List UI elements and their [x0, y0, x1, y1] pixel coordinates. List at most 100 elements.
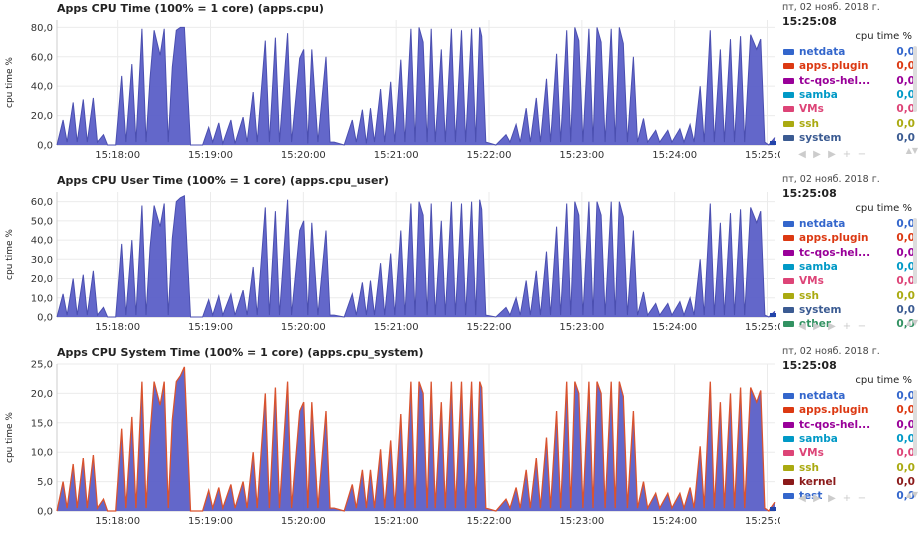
resize-handle-icon[interactable]: ▲▼: [905, 490, 918, 499]
legend-swatch: [783, 278, 794, 285]
legend-date: пт, 02 нояб. 2018 г.: [782, 2, 880, 13]
legend-item[interactable]: ssh 0,0: [783, 116, 915, 130]
legend-units: cpu time %: [855, 31, 912, 42]
legend-item[interactable]: tc-qos-hel... 0,0: [783, 246, 915, 260]
chart-cpu-user[interactable]: 0,0 10,0 20,0 30,0 40,0 50,0 60,0 15:18:00 15:19…: [0, 172, 780, 344]
legend-swatch: [783, 493, 794, 500]
legend-swatch: [783, 49, 794, 56]
legend-value: 0,0: [896, 318, 915, 331]
y-tick-label: 15,0: [31, 418, 53, 429]
legend-item[interactable]: netdata 0,0: [783, 217, 915, 231]
y-tick-label: 60,0: [31, 197, 53, 208]
legend-label: VMs: [799, 447, 824, 460]
pan-right-icon[interactable]: ▶: [828, 149, 836, 160]
legend-item[interactable]: samba 0,0: [783, 432, 915, 446]
legend-scrollbar[interactable]: [913, 390, 917, 456]
legend-swatch: [783, 393, 794, 400]
play-icon[interactable]: ▶: [813, 493, 821, 504]
legend-swatch: [783, 92, 794, 99]
legend-item[interactable]: system 0,0: [783, 303, 915, 317]
pan-right-icon[interactable]: ▶: [828, 493, 836, 504]
legend-item[interactable]: other 0,0: [783, 317, 915, 331]
legend-scrollbar[interactable]: [913, 46, 917, 112]
series-line: [56, 195, 776, 318]
legend-swatch: [783, 292, 794, 299]
legend-item[interactable]: apps.plugin 0,0: [783, 231, 915, 245]
legend-label: tc-qos-hel...: [799, 74, 871, 87]
y-tick-label: 20,0: [31, 111, 53, 122]
x-tick-label: 15:24:00: [652, 150, 697, 161]
zoom-in-icon[interactable]: +: [842, 149, 852, 160]
y-axis-label: cpu time %: [5, 412, 15, 463]
zoom-in-icon[interactable]: +: [842, 493, 852, 504]
legend-value: 0,0: [896, 447, 915, 460]
legend-item[interactable]: ssh 0,0: [783, 288, 915, 302]
legend-item[interactable]: tc-qos-hel... 0,0: [783, 74, 915, 88]
x-tick-label: 15:19:00: [188, 322, 233, 333]
legend-swatch: [783, 478, 794, 485]
legend-label: kernel: [799, 475, 837, 488]
y-tick-label: 25,0: [31, 360, 53, 371]
x-tick-label: 15:24:00: [652, 322, 697, 333]
pan-left-icon[interactable]: ◀: [798, 493, 806, 504]
chart-cpu[interactable]: 0,0 20,0 40,0 60,0 80,0 15:18:00 15:19:00 15:20…: [0, 0, 780, 172]
play-icon[interactable]: ▶: [813, 149, 821, 160]
x-tick-label: 15:22:00: [467, 516, 512, 527]
legend-time: 15:25:08: [782, 187, 837, 200]
legend-value: 0,0: [896, 246, 915, 259]
legend-item[interactable]: VMs 0,0: [783, 446, 915, 460]
x-tick-label: 15:23:00: [559, 516, 604, 527]
legend-label: apps.plugin: [799, 232, 869, 245]
legend-item[interactable]: system 0,0: [783, 131, 915, 145]
legend-label: samba: [799, 433, 838, 446]
legend-item[interactable]: netdata 0,0: [783, 45, 915, 59]
legend-label: VMs: [799, 275, 824, 288]
legend-value: 0,0: [896, 475, 915, 488]
series-area: [57, 366, 775, 511]
y-axis-label: cpu time %: [5, 57, 15, 108]
play-icon[interactable]: ▶: [813, 321, 821, 332]
x-tick-label: 15:23:00: [559, 150, 604, 161]
legend-time: 15:25:08: [782, 15, 837, 28]
resize-handle-icon[interactable]: ▲▼: [905, 318, 918, 327]
legend-value: 0,0: [896, 303, 915, 316]
y-tick-label: 50,0: [31, 216, 53, 227]
legend-swatch: [783, 306, 794, 313]
resize-handle-icon[interactable]: ▲▼: [905, 146, 918, 155]
legend-item[interactable]: samba 0,0: [783, 88, 915, 102]
legend-label: netdata: [799, 390, 846, 403]
pan-right-icon[interactable]: ▶: [828, 321, 836, 332]
y-tick-label: 40,0: [31, 236, 53, 247]
zoom-in-icon[interactable]: +: [842, 321, 852, 332]
pan-left-icon[interactable]: ◀: [798, 321, 806, 332]
legend-swatch: [783, 321, 794, 328]
legend-scrollbar[interactable]: [913, 218, 917, 284]
legend-item[interactable]: samba 0,0: [783, 260, 915, 274]
chart-cpu-system[interactable]: 0,0 5,0 10,0 15,0 20,0 25,0 15:18:00 15:19:00 15…: [0, 344, 780, 538]
x-tick-label: 15:18:00: [95, 150, 140, 161]
legend-item[interactable]: netdata 0,0: [783, 389, 915, 403]
legend-item[interactable]: tc-qos-hel... 0,0: [783, 418, 915, 432]
zoom-out-icon[interactable]: −: [857, 493, 867, 504]
legend-value: 0,0: [896, 89, 915, 102]
legend-item[interactable]: ssh 0,0: [783, 460, 915, 474]
legend-item[interactable]: VMs 0,0: [783, 274, 915, 288]
series-line: [56, 366, 776, 512]
legend-value: 0,0: [896, 103, 915, 116]
legend-label: system: [799, 131, 842, 144]
legend-swatch: [783, 106, 794, 113]
legend-item[interactable]: VMs 0,0: [783, 102, 915, 116]
legend-swatch: [783, 421, 794, 428]
x-tick-label: 15:21:00: [374, 150, 419, 161]
legend-item[interactable]: apps.plugin 0,0: [783, 59, 915, 73]
pan-left-icon[interactable]: ◀: [798, 149, 806, 160]
legend-item[interactable]: apps.plugin 0,0: [783, 403, 915, 417]
legend-rows: netdata 0,0 apps.plugin 0,0 tc-qos-hel... 0,0…: [783, 45, 915, 145]
zoom-out-icon[interactable]: −: [857, 149, 867, 160]
legend-swatch: [783, 63, 794, 70]
legend-item[interactable]: kernel 0,0: [783, 475, 915, 489]
legend-swatch: [783, 436, 794, 443]
legend-value: 0,0: [896, 117, 915, 130]
zoom-out-icon[interactable]: −: [857, 321, 867, 332]
legend-item[interactable]: test 0,0: [783, 489, 915, 503]
